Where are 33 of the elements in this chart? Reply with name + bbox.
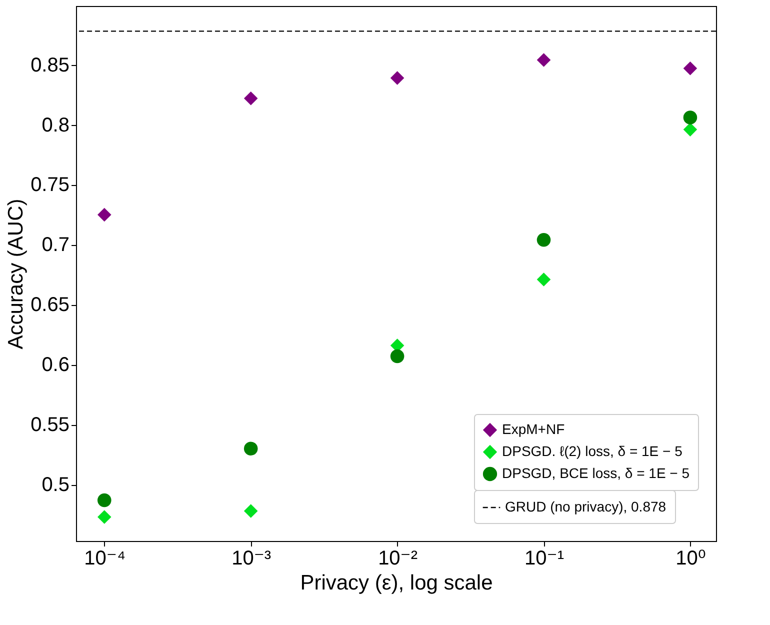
x-tick-label: 10⁰ bbox=[676, 548, 706, 570]
y-tick-label: 0.7 bbox=[42, 234, 70, 256]
legend-label: GRUD (no privacy), 0.878 bbox=[505, 498, 666, 514]
y-tick-label: 0.75 bbox=[30, 174, 70, 196]
y-tick-label: 0.6 bbox=[42, 354, 70, 376]
x-axis-title: Privacy (ε), log scale bbox=[300, 572, 493, 594]
point bbox=[97, 493, 112, 508]
x-tick-label: 10⁻³ bbox=[232, 548, 272, 570]
point bbox=[683, 61, 698, 76]
y-tick-label: 0.85 bbox=[30, 54, 70, 76]
y-tick-label: 0.65 bbox=[30, 294, 70, 316]
point bbox=[536, 233, 551, 247]
point bbox=[97, 510, 112, 524]
point bbox=[536, 272, 551, 286]
point bbox=[244, 442, 258, 456]
point bbox=[97, 208, 112, 222]
legend-label: DPSGD. ℓ(2) loss, δ = 1E − 5 bbox=[502, 443, 683, 459]
y-tick-label: 0.5 bbox=[42, 474, 70, 496]
x-tick-label: 10⁻⁴ bbox=[84, 548, 126, 570]
point bbox=[390, 71, 404, 85]
y-axis-title: Accuracy (AUC) bbox=[4, 198, 28, 350]
point bbox=[683, 122, 698, 136]
point bbox=[244, 91, 258, 106]
y-tick-label: 0.55 bbox=[30, 414, 70, 436]
legend-label: ExpM+NF bbox=[502, 421, 565, 437]
x-tick-label: 10⁻² bbox=[378, 548, 418, 570]
x-tick-label: 10⁻¹ bbox=[524, 548, 564, 570]
point bbox=[683, 110, 698, 124]
point bbox=[244, 504, 258, 518]
y-tick-label: 0.8 bbox=[42, 114, 70, 136]
point bbox=[536, 53, 551, 67]
point bbox=[390, 349, 404, 364]
legend-label: DPSGD, BCE loss, δ = 1E − 5 bbox=[502, 465, 690, 481]
